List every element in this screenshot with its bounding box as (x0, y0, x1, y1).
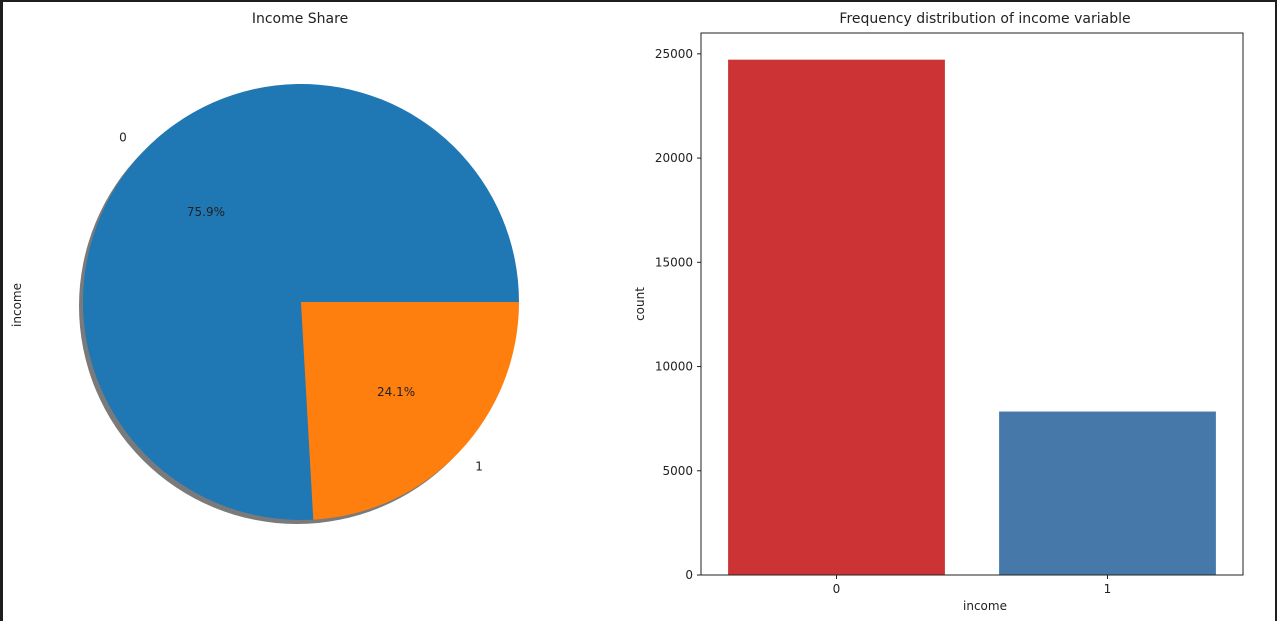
pie-slices (82, 83, 520, 520)
bar-1 (999, 411, 1216, 575)
y-tick-label-10000: 10000 (655, 360, 693, 374)
pie-chart: Income Share income 0 75.9% 1 24.1% (10, 11, 520, 524)
bar-title: Frequency distribution of income variabl… (839, 11, 1130, 27)
pie-pct-0: 75.9% (187, 205, 225, 219)
pie-label-0: 0 (119, 130, 127, 144)
bar-0 (728, 59, 945, 575)
pie-title: Income Share (252, 11, 348, 27)
bar-bars (728, 59, 1216, 575)
x-tick-label-1: 1 (1104, 582, 1112, 596)
y-tick-label-15000: 15000 (655, 255, 693, 269)
bar-axes-frame (700, 32, 1244, 576)
y-tick-label-5000: 5000 (662, 464, 693, 478)
bar-chart: Frequency distribution of income variabl… (633, 11, 1244, 613)
bar-ylabel: count (633, 287, 647, 321)
x-tick-label-0: 0 (833, 582, 841, 596)
pie-pct-1: 24.1% (377, 385, 415, 399)
pie-texts: 0 75.9% 1 24.1% (119, 130, 483, 473)
pie-slice-1 (301, 302, 519, 520)
bar-xlabel: income (963, 599, 1007, 613)
pie-slice-0 (82, 83, 520, 520)
y-tick-label-20000: 20000 (655, 151, 693, 165)
y-tick-label-0: 0 (685, 568, 693, 582)
pie-label-1: 1 (475, 460, 483, 474)
pie-ylabel: income (10, 283, 24, 327)
bar-y-ticks: 0 5000 10000 15000 20000 25000 (655, 47, 701, 582)
y-tick-label-25000: 25000 (655, 47, 693, 61)
